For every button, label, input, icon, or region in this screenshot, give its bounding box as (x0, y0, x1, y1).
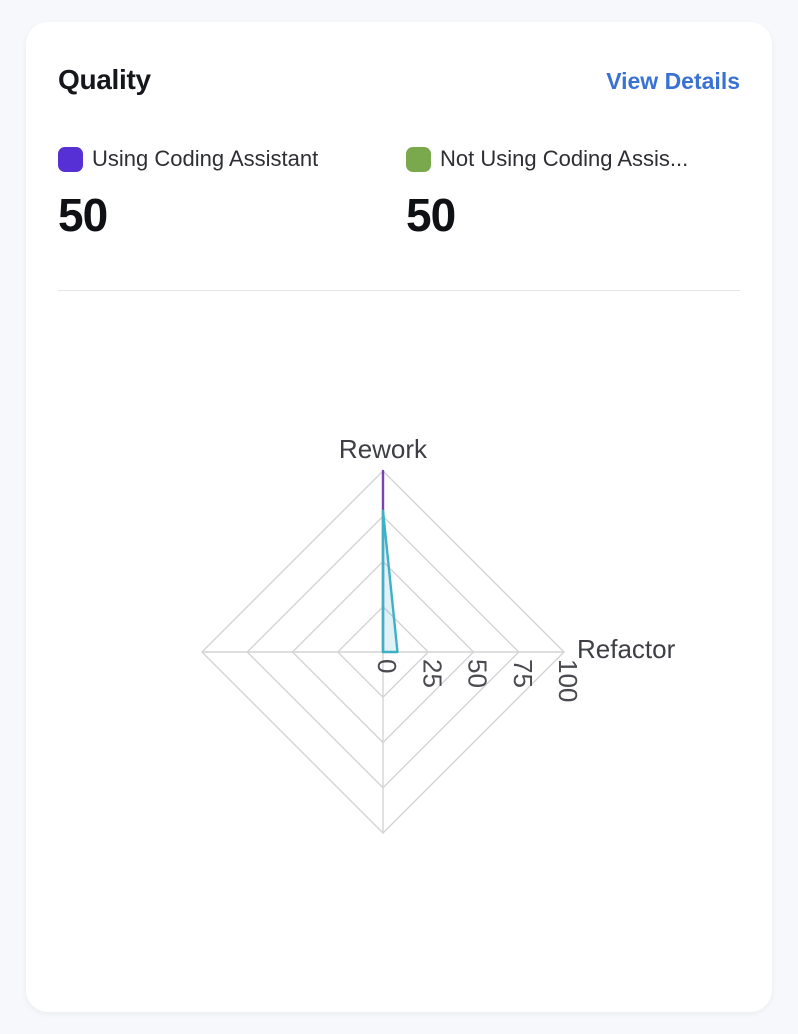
legend-value: 50 (58, 189, 108, 241)
svg-text:75: 75 (508, 659, 538, 688)
radar-chart: 0 25 50 75 100 Rework Refactor (201, 434, 676, 834)
legend-item-0[interactable]: Using Coding Assistant 50 (58, 146, 406, 242)
legend-label: Using Coding Assistant (92, 146, 319, 171)
svg-text:Rework: Rework (339, 434, 428, 464)
svg-text:100: 100 (553, 659, 583, 702)
svg-text:0: 0 (372, 659, 402, 673)
svg-text:25: 25 (417, 659, 447, 688)
legend: Using Coding Assistant 50 Not Using Coding… (58, 146, 740, 242)
divider (58, 290, 740, 291)
legend-swatch-icon (58, 146, 83, 172)
legend-label: Not Using Coding Assis... (440, 146, 689, 171)
legend-item-1[interactable]: Not Using Coding Assis... 50 (406, 146, 740, 242)
legend-value: 50 (406, 189, 456, 241)
view-details-link[interactable]: View Details (606, 68, 740, 94)
card-header: Quality View Details (58, 64, 740, 96)
card-title: Quality (58, 64, 151, 95)
svg-text:50: 50 (463, 659, 493, 688)
legend-head: Not Using Coding Assis... (406, 146, 740, 172)
legend-head: Using Coding Assistant (58, 146, 406, 172)
quality-card: Quality View Details Using Coding Assist… (26, 22, 772, 1012)
svg-text:Refactor: Refactor (577, 634, 676, 664)
legend-swatch-icon (406, 146, 431, 172)
